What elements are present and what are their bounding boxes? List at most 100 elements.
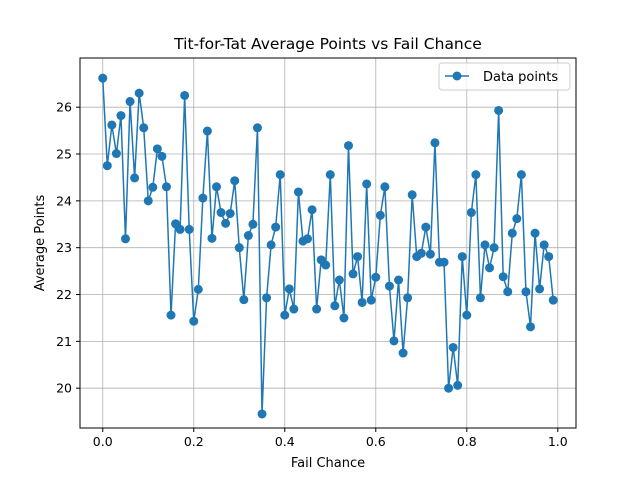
plot-frame <box>79 57 577 429</box>
data-point <box>530 228 540 238</box>
data-point <box>312 304 322 314</box>
y-tick-label: 25 <box>56 147 72 162</box>
data-point <box>444 383 454 393</box>
data-point <box>384 281 394 291</box>
data-point <box>325 170 335 180</box>
x-tick-label: 0.0 <box>93 434 113 449</box>
data-point <box>157 151 167 161</box>
legend-label: Data points <box>483 70 558 85</box>
data-point <box>225 208 235 218</box>
data-point <box>462 310 472 320</box>
y-tick-label: 24 <box>56 193 72 208</box>
data-point <box>280 310 290 320</box>
data-point <box>321 260 331 270</box>
data-point <box>339 313 349 323</box>
data-point <box>357 297 367 307</box>
data-point <box>107 120 117 130</box>
chart-title: Tit-for-Tat Average Points vs Fail Chanc… <box>173 35 482 53</box>
data-point <box>494 105 504 115</box>
x-tick-label: 0.4 <box>275 434 295 449</box>
data-point <box>489 243 499 253</box>
data-point <box>130 173 140 183</box>
data-point <box>457 252 467 262</box>
data-point <box>139 123 149 133</box>
data-point <box>330 301 340 311</box>
data-point <box>234 243 244 253</box>
data-point <box>143 196 153 206</box>
x-tick-label: 1.0 <box>548 434 568 449</box>
data-point <box>475 293 485 303</box>
y-tick-label: 21 <box>56 334 72 349</box>
data-point <box>184 224 194 234</box>
data-point <box>548 295 558 305</box>
data-point <box>125 97 135 107</box>
data-point <box>134 88 144 98</box>
data-point <box>343 141 353 151</box>
data-point <box>425 249 435 259</box>
data-point <box>439 257 449 267</box>
data-point <box>403 293 413 303</box>
data-point <box>307 205 317 215</box>
data-point <box>216 208 226 218</box>
x-axis-label: Fail Chance <box>291 456 365 471</box>
data-point <box>148 182 158 192</box>
data-point <box>421 222 431 232</box>
data-point <box>516 170 526 180</box>
data-point <box>544 252 554 262</box>
data-point <box>198 193 208 203</box>
data-point <box>166 310 176 320</box>
data-point <box>380 182 390 192</box>
data-point <box>348 269 358 279</box>
data-point <box>485 263 495 273</box>
series-layer <box>98 73 558 419</box>
data-point <box>284 284 294 294</box>
data-point <box>180 90 190 100</box>
data-point <box>539 240 549 250</box>
data-point <box>230 176 240 186</box>
data-point <box>389 336 399 346</box>
data-point <box>407 190 417 200</box>
data-point <box>193 284 203 294</box>
data-point <box>152 144 162 154</box>
data-point <box>111 149 121 159</box>
data-point <box>535 284 545 294</box>
data-point <box>262 293 272 303</box>
y-tick-label: 26 <box>56 100 72 115</box>
legend: Data points <box>438 62 571 91</box>
data-point <box>239 295 249 305</box>
data-point <box>116 111 126 121</box>
data-point <box>252 123 262 133</box>
data-point <box>248 219 258 229</box>
data-point <box>207 233 217 243</box>
data-point <box>189 316 199 326</box>
x-tick-label: 0.8 <box>457 434 477 449</box>
data-point <box>394 275 404 285</box>
data-point <box>471 170 481 180</box>
data-point <box>507 228 517 238</box>
data-point <box>303 234 313 244</box>
ticks: 0.0 0.2 0.4 0.6 0.8 1.0 20 21 22 23 24 25 26 <box>56 100 568 449</box>
data-point <box>175 224 185 234</box>
data-point <box>257 409 267 419</box>
data-point <box>102 161 112 171</box>
data-point <box>293 187 303 197</box>
data-point <box>221 218 231 228</box>
data-point <box>366 295 376 305</box>
data-point <box>398 348 408 358</box>
data-point <box>498 272 508 282</box>
x-tick-label: 0.2 <box>184 434 204 449</box>
data-point <box>334 275 344 285</box>
data-point <box>161 182 171 192</box>
data-point <box>121 234 130 244</box>
data-point <box>243 231 253 241</box>
legend-marker-swatch <box>452 71 462 81</box>
data-point <box>430 138 440 148</box>
data-point <box>453 380 463 390</box>
data-point <box>448 342 458 352</box>
data-point <box>512 214 522 224</box>
data-point <box>375 210 385 220</box>
data-point <box>202 126 212 136</box>
y-tick-label: 20 <box>56 381 72 396</box>
data-point <box>416 248 426 258</box>
